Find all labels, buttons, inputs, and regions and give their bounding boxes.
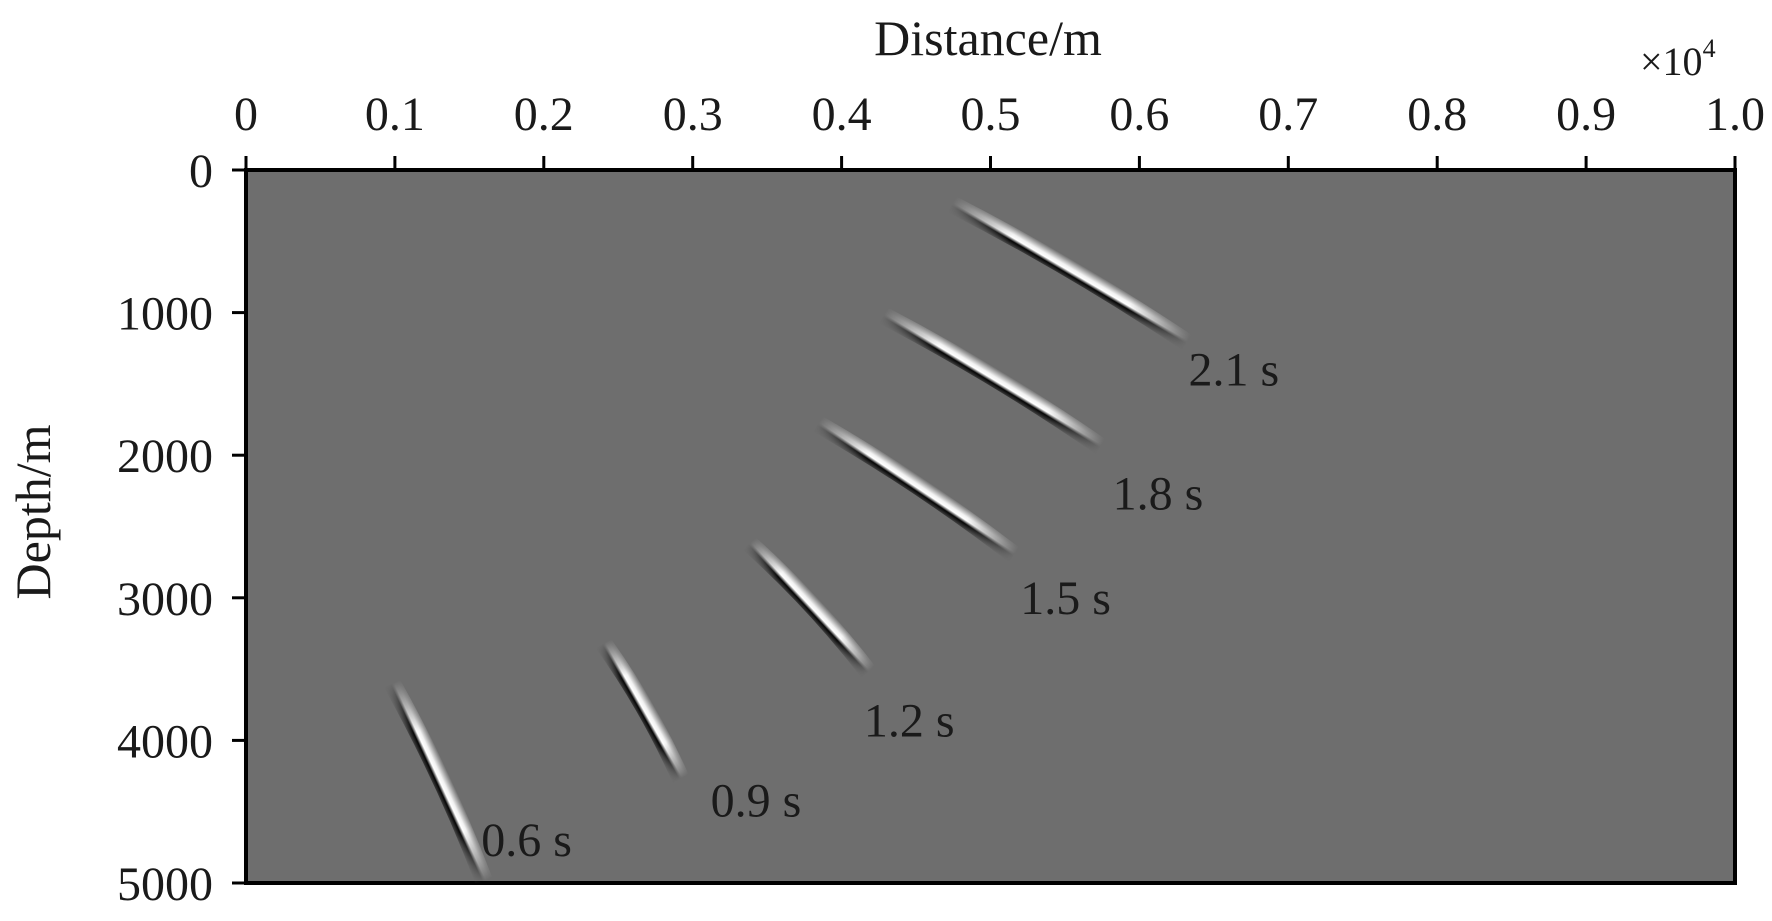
x-tick-label: 0.2 [514, 88, 574, 141]
y-ticks: 0 1000 2000 3000 4000 5000 [117, 145, 246, 911]
x-tick-label: 0.1 [365, 88, 425, 141]
y-tick-label: 3000 [117, 573, 213, 626]
y-tick-label: 1000 [117, 288, 213, 341]
wavefront-1 [595, 638, 689, 784]
time-label: 1.8 s [1113, 468, 1204, 521]
wavefront-layer [383, 196, 1192, 883]
x-tick-label: 0.9 [1556, 88, 1616, 141]
time-label: 0.6 s [481, 814, 572, 867]
x-tick-label: 0.7 [1258, 88, 1318, 141]
time-label: 0.9 s [711, 774, 802, 827]
wavefront-mark [878, 307, 1106, 455]
time-label: 2.1 s [1189, 344, 1280, 397]
y-tick-label: 2000 [117, 430, 213, 483]
wavefront-2 [742, 537, 875, 679]
x-tick-label: 0.8 [1407, 88, 1467, 141]
wavefront-mark [383, 679, 493, 883]
wavefront-4 [878, 307, 1106, 455]
y-axis-title: Depth/m [5, 424, 61, 599]
wavefront-3 [812, 416, 1020, 563]
x-tick-label: 0.4 [812, 88, 872, 141]
x-tick-label: 1.0 [1705, 88, 1765, 141]
y-tick-label: 5000 [117, 858, 213, 911]
wavefront-mark [947, 196, 1192, 351]
wavefront-0 [383, 679, 493, 883]
x-axis-title: Distance/m [874, 10, 1102, 66]
time-label: 1.2 s [864, 694, 955, 747]
wavefront-mark [595, 638, 689, 784]
x-tick-label: 0.3 [663, 88, 723, 141]
x-tick-label: 0 [234, 88, 258, 141]
x-tick-label: 0.6 [1109, 88, 1169, 141]
y-tick-label: 0 [189, 145, 213, 198]
x-multiplier-base: ×10 [1640, 39, 1703, 84]
wavefront-mark [742, 537, 875, 679]
wavefront-mark [812, 416, 1020, 563]
x-ticks: 0 0.1 0.2 0.3 0.4 0.5 0.6 0.7 0.8 0.9 1.0 [234, 88, 1765, 170]
x-multiplier-exponent: 4 [1703, 34, 1716, 63]
y-tick-label: 4000 [117, 715, 213, 768]
annotations: 0.6 s 0.9 s 1.2 s 1.5 s1.8 s 2.1 s [481, 344, 1279, 868]
x-tick-label: 0.5 [961, 88, 1021, 141]
time-label: 1.5 s [1020, 572, 1111, 625]
x-axis-multiplier: ×104 [1640, 34, 1716, 84]
wavefront-5 [947, 196, 1192, 351]
